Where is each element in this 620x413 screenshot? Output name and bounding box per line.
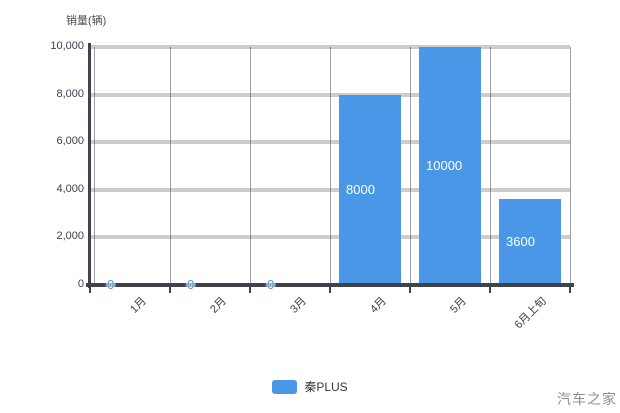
y-axis-tick-label: 4,000: [56, 182, 84, 195]
x-axis-tick-label: 6月上旬: [512, 295, 549, 332]
bar-value-label: 8000: [346, 181, 375, 197]
x-axis-line: [86, 283, 574, 287]
bar[interactable]: [339, 94, 401, 285]
bar-value-label: 3600: [506, 234, 535, 250]
category-splitline: [330, 47, 331, 285]
category-splitline: [250, 47, 251, 285]
legend-label: 秦PLUS: [304, 380, 348, 394]
x-axis-tick: [569, 287, 571, 293]
y-axis-tick-label: 6,000: [56, 135, 84, 148]
category-splitline: [490, 47, 491, 285]
y-axis-line: [88, 43, 91, 288]
x-axis-tick-label: 5月: [448, 295, 469, 316]
x-axis-tick-label: 2月: [208, 295, 229, 316]
zero-value-label: 0: [187, 277, 195, 292]
bar[interactable]: [419, 47, 481, 285]
x-axis-tick: [409, 287, 411, 293]
x-axis-tick: [329, 287, 331, 293]
legend-swatch-icon: [272, 380, 298, 394]
zero-value-label: 0: [267, 277, 275, 292]
watermark-autohome: 汽车之家: [557, 391, 617, 407]
category-splitline: [410, 47, 411, 285]
x-axis-tick-label: 4月: [368, 295, 389, 316]
y-axis-title: 销量(辆): [66, 15, 107, 27]
x-axis-tick: [89, 287, 91, 293]
zero-value-label: 0: [107, 277, 115, 292]
category-splitline: [570, 47, 571, 285]
bar[interactable]: [499, 199, 561, 285]
x-axis-tick-label: 3月: [288, 295, 309, 316]
y-axis-tick-label: 2,000: [56, 230, 84, 243]
y-axis-tick-label: 8,000: [56, 87, 84, 100]
x-axis-tick: [169, 287, 171, 293]
y-axis-tick-label: 10,000: [50, 40, 84, 52]
bar-value-label: 10000: [426, 158, 463, 173]
x-axis-tick: [249, 287, 251, 293]
category-splitline: [94, 47, 95, 285]
x-axis-tick: [489, 287, 491, 293]
legend[interactable]: 秦PLUS: [0, 378, 620, 396]
y-axis-tick-label: 0: [77, 278, 84, 290]
x-axis-tick-label: 1月: [128, 295, 149, 316]
category-splitline: [170, 47, 171, 285]
